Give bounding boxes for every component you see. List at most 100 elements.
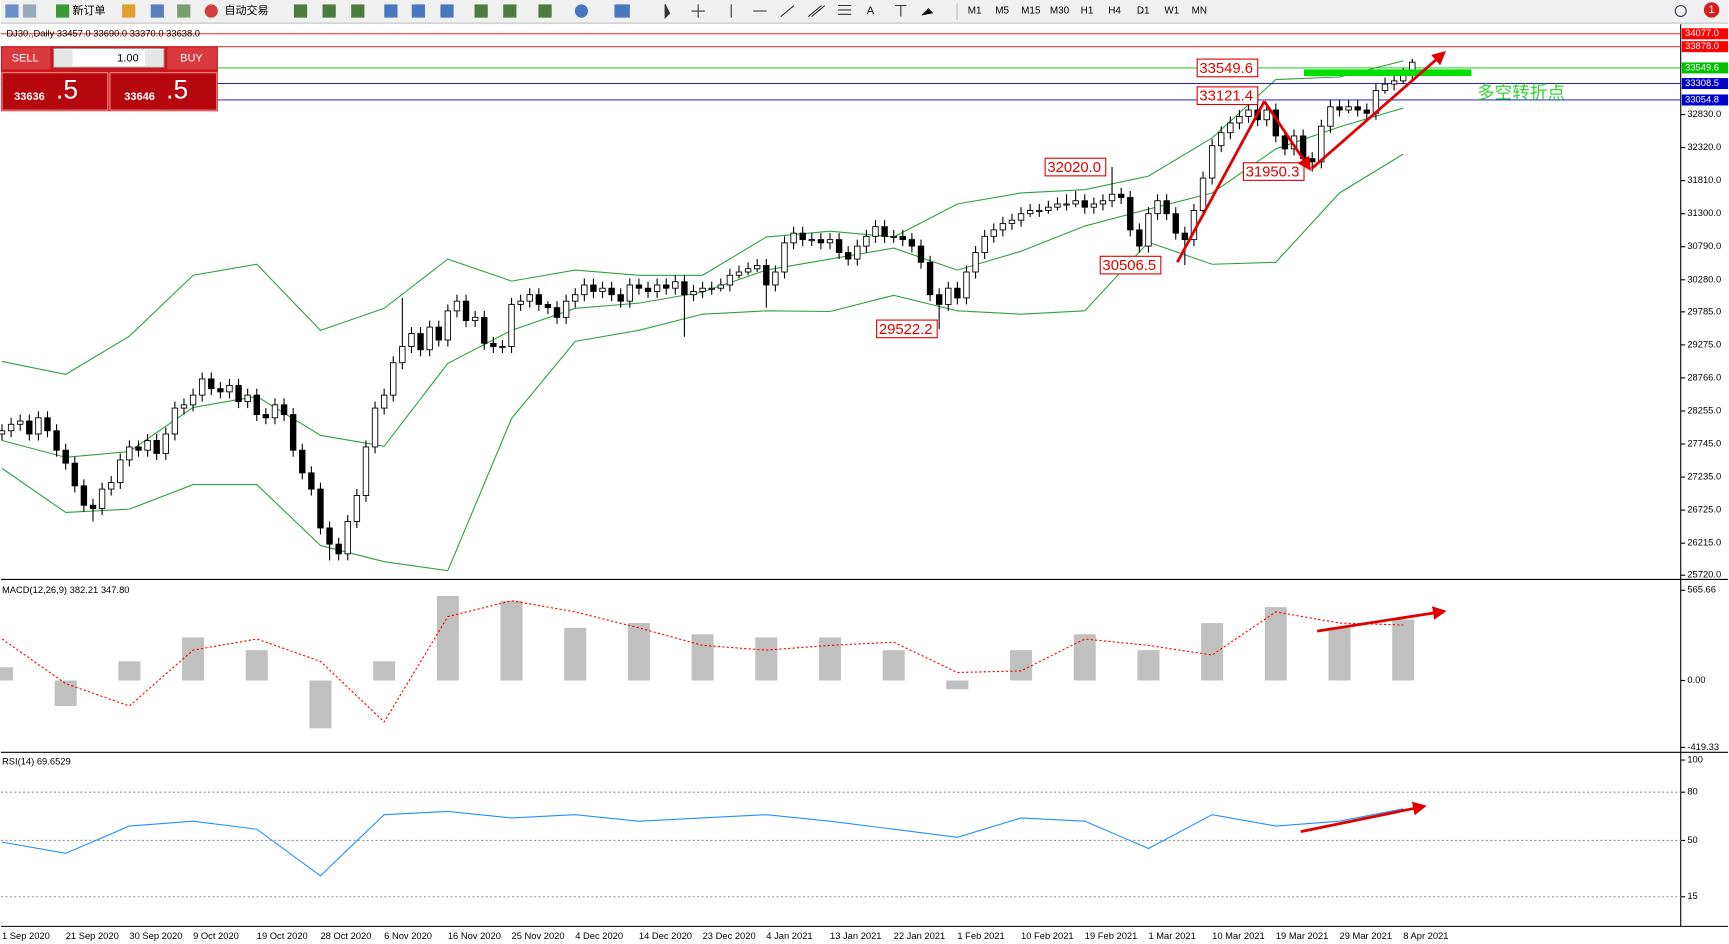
timeframe-button[interactable]: MN bbox=[1192, 6, 1207, 17]
lot-down[interactable] bbox=[54, 49, 73, 67]
icon[interactable] bbox=[411, 4, 425, 18]
candle-body bbox=[317, 488, 324, 529]
macd-bar bbox=[882, 650, 905, 681]
notification-badge[interactable] bbox=[1703, 2, 1720, 18]
icon[interactable] bbox=[177, 4, 191, 18]
icon[interactable] bbox=[5, 4, 19, 18]
icon[interactable] bbox=[22, 4, 37, 18]
buy-button[interactable] bbox=[167, 47, 217, 70]
candle-body bbox=[1136, 229, 1143, 247]
y-tick-label: 15 bbox=[1687, 891, 1697, 901]
icon[interactable] bbox=[538, 4, 552, 18]
icon[interactable] bbox=[204, 4, 218, 18]
fibo-tool[interactable] bbox=[838, 4, 852, 15]
timeframe-button[interactable]: D1 bbox=[1137, 6, 1150, 17]
bid-box[interactable] bbox=[1, 72, 109, 111]
candle-body bbox=[135, 446, 142, 451]
icon[interactable] bbox=[150, 4, 164, 18]
label-tool[interactable] bbox=[895, 4, 907, 17]
toolbar-items: 新订单 自动交易 A bbox=[5, 2, 1720, 20]
macd-bar bbox=[1201, 623, 1224, 681]
timeframe-button[interactable]: W1 bbox=[1164, 6, 1179, 17]
candle-body bbox=[89, 504, 97, 509]
candle-body bbox=[1327, 106, 1334, 127]
candle-body bbox=[471, 316, 479, 322]
icon[interactable] bbox=[122, 4, 136, 18]
candle-body bbox=[917, 245, 925, 263]
candle-body bbox=[362, 446, 370, 496]
candle-body bbox=[171, 407, 179, 435]
sell-label[interactable]: SELL bbox=[12, 52, 39, 64]
candle-body bbox=[544, 303, 552, 309]
icon[interactable] bbox=[55, 4, 70, 18]
toolbar bbox=[0, 0, 1729, 24]
buy-label[interactable]: BUY bbox=[180, 52, 203, 64]
sell-button[interactable] bbox=[2, 47, 51, 70]
candle-body bbox=[371, 407, 379, 448]
icon[interactable] bbox=[293, 4, 308, 18]
timeframe-button[interactable]: M5 bbox=[995, 6, 1009, 17]
icon[interactable] bbox=[440, 4, 454, 18]
x-tick-label: 16 Nov 2020 bbox=[448, 931, 501, 941]
macd-bar bbox=[436, 595, 459, 681]
ask-box[interactable] bbox=[109, 72, 218, 111]
price-tag bbox=[1681, 28, 1729, 40]
candle-body bbox=[990, 229, 997, 237]
icon[interactable] bbox=[474, 4, 488, 18]
text-tool[interactable]: A bbox=[867, 5, 875, 17]
y-tick-label: 27745.0 bbox=[1687, 439, 1721, 449]
y-tick-label: 80 bbox=[1687, 787, 1697, 797]
x-tick-label: 23 Dec 2020 bbox=[703, 931, 756, 941]
annotation-label: 31950.3 bbox=[1246, 165, 1300, 181]
y-tick-label: 29785.0 bbox=[1687, 306, 1721, 316]
icon[interactable] bbox=[322, 4, 336, 18]
y-tick-label: 26725.0 bbox=[1687, 505, 1721, 515]
ask-main[interactable]: 33646 bbox=[124, 91, 155, 103]
icon[interactable] bbox=[503, 4, 517, 18]
auto-trading[interactable]: 自动交易 bbox=[225, 3, 269, 17]
candle-body bbox=[963, 271, 970, 299]
icon[interactable] bbox=[614, 4, 630, 18]
lot-up[interactable] bbox=[145, 49, 163, 67]
macd-bar bbox=[1137, 650, 1160, 681]
candle-body bbox=[590, 284, 597, 292]
candle-body bbox=[744, 268, 752, 273]
search-icon[interactable] bbox=[1674, 4, 1687, 18]
candle-body bbox=[162, 433, 169, 454]
timeframe-button[interactable]: M15 bbox=[1021, 6, 1041, 17]
annotation-note: 多空转折点 bbox=[1477, 82, 1565, 102]
shapes-tool[interactable] bbox=[921, 8, 934, 16]
x-tick-label: 1 Feb 2021 bbox=[957, 931, 1004, 941]
icon[interactable] bbox=[574, 4, 589, 18]
candle-body bbox=[1127, 197, 1134, 231]
timeframe-button[interactable]: M30 bbox=[1050, 6, 1070, 17]
new-order[interactable]: 新订单 bbox=[73, 3, 106, 17]
bid-main[interactable]: 33636 bbox=[14, 91, 45, 103]
cross-tool[interactable] bbox=[691, 4, 705, 18]
x-tick-label: 8 Apr 2021 bbox=[1403, 931, 1448, 941]
candle-body bbox=[672, 281, 679, 289]
bid-pip[interactable]: .5 bbox=[56, 74, 78, 104]
candle-body bbox=[7, 423, 15, 432]
timeframe-button[interactable]: M1 bbox=[968, 6, 982, 17]
candle-body bbox=[226, 384, 233, 393]
candle-body bbox=[481, 316, 488, 344]
channel-tool[interactable] bbox=[807, 5, 826, 17]
lot-value[interactable]: 1.00 bbox=[117, 52, 138, 64]
candle-body bbox=[1172, 213, 1179, 234]
candle-body bbox=[872, 226, 879, 237]
ask-pip[interactable]: .5 bbox=[166, 74, 188, 104]
macd-bar bbox=[564, 627, 587, 681]
y-tick-label: 28766.0 bbox=[1687, 372, 1721, 382]
icon[interactable] bbox=[384, 4, 398, 18]
icon[interactable] bbox=[351, 4, 365, 18]
trend-tool[interactable] bbox=[780, 5, 795, 17]
x-tick-label: 25 Nov 2020 bbox=[512, 931, 565, 941]
candle-body bbox=[1281, 135, 1289, 150]
timeframe-button[interactable]: H1 bbox=[1081, 6, 1094, 17]
candle-body bbox=[117, 459, 124, 484]
lot-input[interactable] bbox=[53, 47, 165, 68]
cursor-tool[interactable] bbox=[664, 4, 671, 19]
candle-body bbox=[353, 495, 361, 522]
timeframe-button[interactable]: H4 bbox=[1108, 6, 1121, 17]
